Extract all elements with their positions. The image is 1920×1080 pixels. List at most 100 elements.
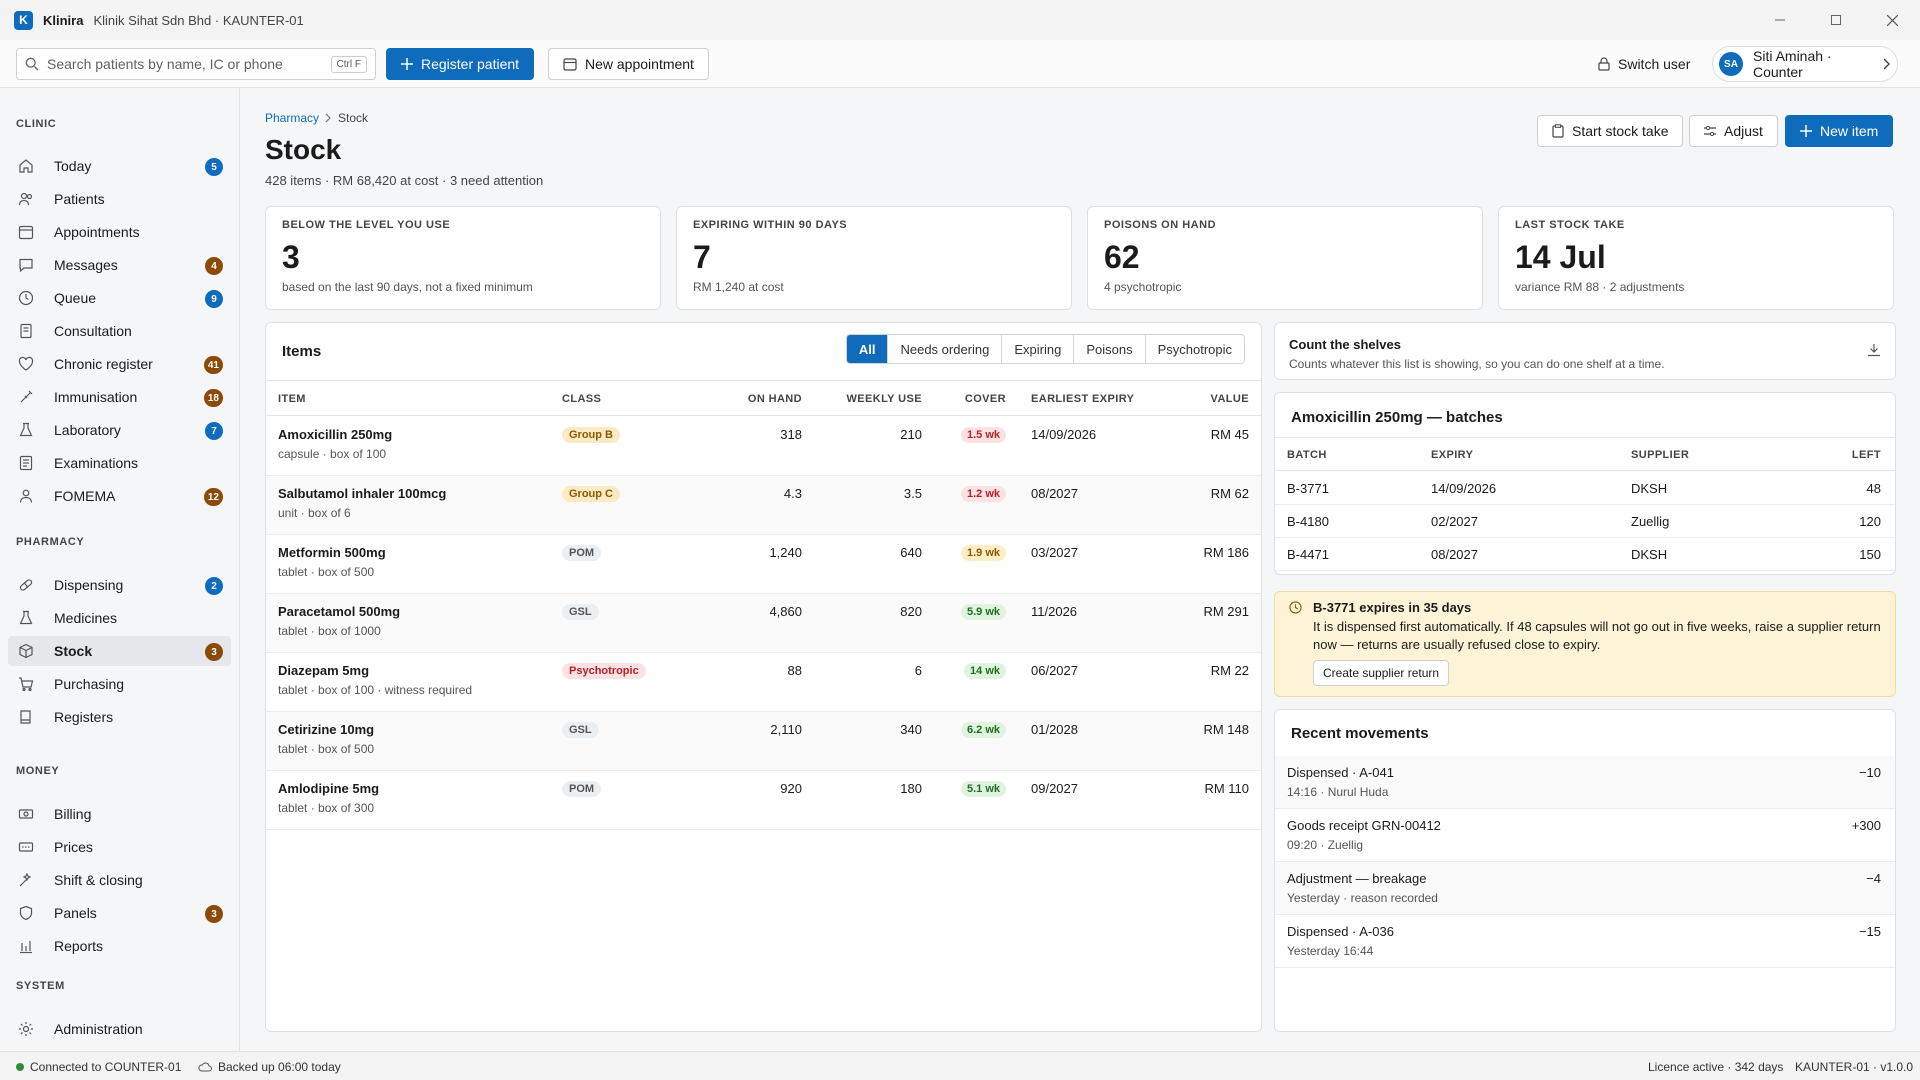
col-class[interactable]: CLASS [562,393,602,405]
sidebar-item-queue[interactable]: Queue 9 [8,283,231,313]
sidebar-item-patients[interactable]: Patients [8,184,231,214]
switch-user-button[interactable]: Switch user [1584,48,1704,80]
sidebar-item-medicines[interactable]: Medicines [8,603,231,633]
col-on-hand[interactable]: ON HAND [747,393,802,405]
sidebar-item-registers[interactable]: Registers [8,702,231,732]
cloud-icon [198,1062,212,1072]
table-row[interactable]: Amoxicillin 250mg capsule · box of 100 Gro… [266,417,1261,476]
create-supplier-return-button[interactable]: Create supplier return [1313,660,1450,686]
new-item-button[interactable]: New item [1785,115,1894,147]
download-count-sheet-button[interactable] [1867,343,1881,357]
user-name: Siti Aminah · Counter [1753,48,1832,80]
sidebar-item-label: Chronic register [54,356,153,372]
pill-icon [18,577,34,593]
start-stock-take-button[interactable]: Start stock take [1537,115,1684,147]
breadcrumb-pharmacy-link[interactable]: Pharmacy [265,111,320,125]
sidebar-item-purchasing[interactable]: Purchasing [8,669,231,699]
user-menu[interactable]: SA Siti Aminah · Counter [1712,46,1898,82]
sidebar-item-panels[interactable]: Panels 3 [8,898,231,928]
sidebar-item-today[interactable]: Today 5 [8,151,231,181]
count-badge: 5 [205,158,223,176]
close-window-button[interactable] [1864,0,1920,40]
maximize-button[interactable] [1808,0,1864,40]
table-row[interactable]: Amlodipine 5mg tablet · box of 300 POM 920 1… [266,771,1261,830]
count-badge: 41 [203,356,223,374]
sidebar-item-chronic-register[interactable]: Chronic register 41 [8,349,231,379]
clipboard-icon [1552,124,1564,138]
class-badge: POM [562,781,602,797]
list-item[interactable]: Dispensed · A-041 14:16 · Nurul Huda −10 [1275,756,1895,809]
sidebar-item-dispensing[interactable]: Dispensing 2 [8,570,231,600]
sidebar-item-reports[interactable]: Reports [8,931,231,961]
sidebar-item-examinations[interactable]: Examinations [8,448,231,478]
sidebar-item-consultation[interactable]: Consultation [8,316,231,346]
table-row[interactable]: Metformin 500mg tablet · box of 500 POM 1,2… [266,535,1261,594]
sidebar-item-laboratory[interactable]: Laboratory 7 [8,415,231,445]
batch-supplier: Zuellig [1631,514,1670,529]
sidebar-item-label: Patients [54,191,105,207]
sidebar-item-label: FOMEMA [54,488,116,504]
filter-needs-ordering[interactable]: Needs ordering [887,335,1002,363]
sidebar-item-shift-and-closing[interactable]: Shift & closing [8,865,231,895]
on-hand-value: 88 [787,663,802,678]
col-item[interactable]: ITEM [278,393,306,405]
table-row[interactable]: Salbutamol inhaler 100mcg unit · box of 6… [266,476,1261,535]
cover-badge: 14 wk [964,663,1006,679]
register-patient-button[interactable]: Register patient [386,48,535,80]
filter-poisons[interactable]: Poisons [1073,335,1145,363]
col-weekly-use[interactable]: WEEKLY USE [846,393,922,405]
patient-search-input[interactable]: Search patients by name, IC or phone Ctr… [16,48,376,80]
sidebar-item-billing[interactable]: Billing [8,799,231,829]
sidebar-item-messages[interactable]: Messages 4 [8,250,231,280]
item-pack: tablet · box of 1000 [278,624,381,638]
sidebar-item-appointments[interactable]: Appointments [8,217,231,247]
movement-qty: −4 [1866,871,1881,886]
table-row[interactable]: B-3771 14/09/2026 DKSH 48 [1275,472,1895,505]
breadcrumb-current: Stock [338,111,369,125]
minimize-button[interactable] [1752,0,1808,40]
stock-value: RM 62 [1210,486,1249,501]
sliders-icon [1704,125,1716,137]
sidebar-item-stock[interactable]: Stock 3 [8,636,231,666]
table-row[interactable]: Diazepam 5mg tablet · box of 100 · witnes… [266,653,1261,712]
list-item[interactable]: Adjustment — breakage Yesterday · reason … [1275,862,1895,915]
sidebar-item-administration[interactable]: Administration [8,1014,231,1044]
filter-psychotropic[interactable]: Psychotropic [1144,335,1244,363]
list-item[interactable]: Goods receipt GRN-00412 09:20 · Zuellig +3… [1275,809,1895,862]
table-row[interactable]: B-4180 02/2027 Zuellig 120 [1275,505,1895,538]
col-earliest-expiry[interactable]: EARLIEST EXPIRY [1031,393,1135,405]
chat-icon [18,257,34,273]
connection-text: Connected to COUNTER-01 [30,1060,182,1074]
col-cover[interactable]: COVER [964,393,1006,405]
new-appointment-label: New appointment [585,56,694,72]
cover-badge: 1.9 wk [960,545,1006,561]
flask-icon [18,422,34,438]
new-appointment-button[interactable]: New appointment [548,48,709,80]
sidebar-item-immunisation[interactable]: Immunisation 18 [8,382,231,412]
filter-expiring[interactable]: Expiring [1001,335,1074,363]
col-expiry: EXPIRY [1431,449,1474,461]
book-icon [18,709,34,725]
filter-all[interactable]: All [846,335,888,363]
sidebar-item-prices[interactable]: Prices [8,832,231,862]
batch-number: B-4471 [1287,547,1329,562]
table-row[interactable]: Paracetamol 500mg tablet · box of 1000 GSL… [266,594,1261,653]
cover-badge: 1.5 wk [960,427,1006,443]
list-item[interactable]: Dispensed · A-036 Yesterday 16:44 −15 [1275,915,1895,968]
table-row[interactable]: Cetirizine 10mg tablet · box of 500 GSL 2,1… [266,712,1261,771]
lock-icon [1598,57,1610,71]
batches-title: Amoxicillin 250mg — batches [1291,409,1503,426]
movement-qty: −10 [1858,765,1881,780]
col-value[interactable]: VALUE [1210,393,1249,405]
kpi-note: based on the last 90 days, not a fixed m… [282,280,533,294]
nav-section-system: SYSTEM [16,980,65,992]
kpi-label: POISONS ON HAND [1104,219,1217,231]
doc-icon [18,323,34,339]
connected-dot-icon [16,1063,24,1071]
search-placeholder: Search patients by name, IC or phone [47,56,283,72]
sidebar-item-label: Prices [54,839,93,855]
adjust-button[interactable]: Adjust [1689,115,1778,147]
sidebar-item-fomema[interactable]: FOMEMA 12 [8,481,231,511]
table-row[interactable]: B-4471 08/2027 DKSH 150 [1275,538,1895,571]
count-badge: 18 [203,389,223,407]
